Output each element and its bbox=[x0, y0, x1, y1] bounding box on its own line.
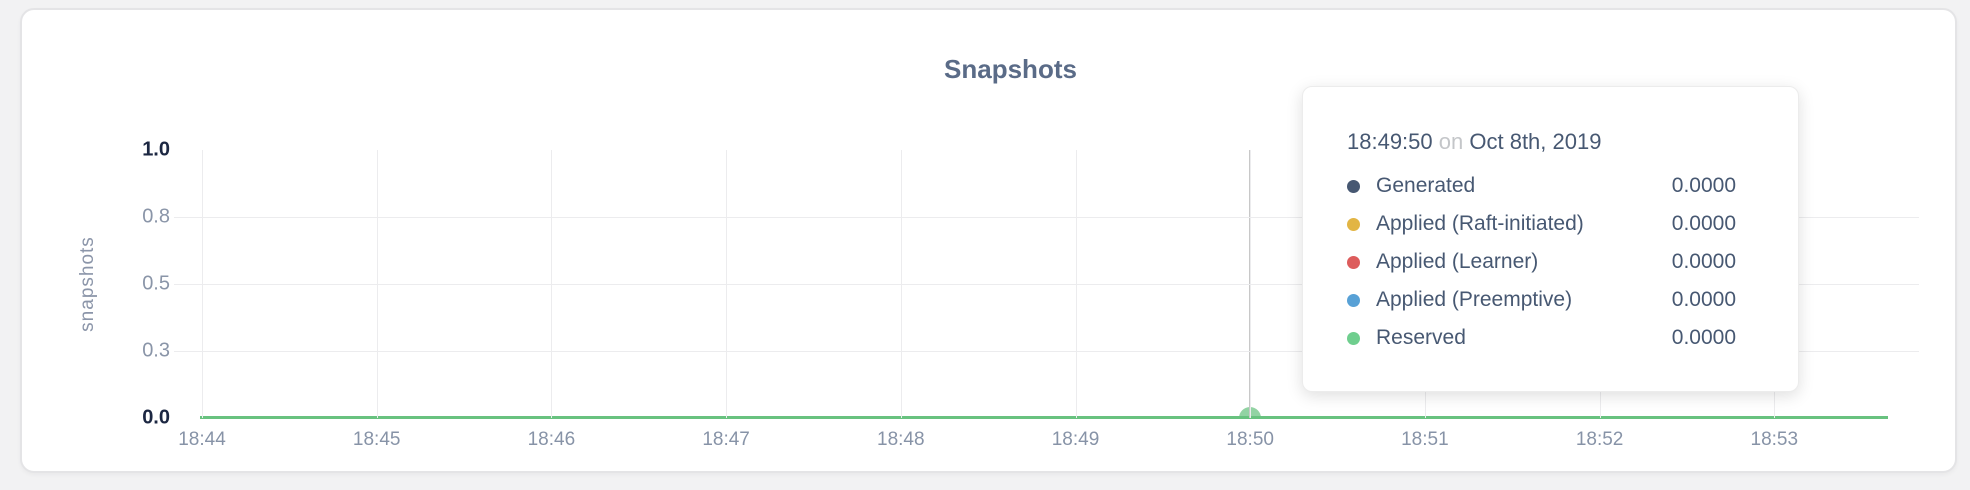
gridline-horizontal bbox=[174, 351, 1919, 352]
x-tick-label: 18:47 bbox=[702, 429, 750, 450]
tooltip-row: Applied (Raft-initiated) 0.0000 bbox=[1347, 205, 1736, 243]
tooltip-row: Applied (Preemptive) 0.0000 bbox=[1347, 281, 1736, 319]
tooltip-series-value: 0.0000 bbox=[1671, 250, 1736, 273]
tooltip-series-value: 0.0000 bbox=[1671, 212, 1736, 235]
x-tick-label: 18:51 bbox=[1401, 429, 1449, 450]
y-tick-label: 0.8 bbox=[142, 205, 170, 228]
series-color-dot bbox=[1347, 179, 1360, 193]
chart-card: Snapshots snapshots 18:44 18:45 18:46 18:47… bbox=[20, 8, 1957, 473]
y-tick-label: 0.5 bbox=[142, 272, 170, 295]
series-color-dot bbox=[1347, 331, 1360, 345]
tooltip-series-label: Applied (Raft-initiated) bbox=[1376, 212, 1584, 235]
series-color-dot bbox=[1347, 217, 1360, 231]
tooltip-date: Oct 8th, 2019 bbox=[1469, 129, 1602, 154]
series-color-dot bbox=[1347, 293, 1360, 307]
tooltip-series-label: Generated bbox=[1376, 174, 1476, 197]
series-line-reserved bbox=[200, 416, 1888, 419]
gridline-horizontal bbox=[174, 284, 1919, 285]
tooltip-series-value: 0.0000 bbox=[1671, 288, 1736, 311]
chart-tooltip: 18:49:50 on Oct 8th, 2019 Generated 0.000… bbox=[1302, 86, 1799, 392]
chart-title: Snapshots bbox=[944, 54, 1077, 84]
tooltip-row: Applied (Learner) 0.0000 bbox=[1347, 243, 1736, 281]
x-tick-label: 18:49 bbox=[1051, 429, 1100, 450]
tooltip-series-list: Generated 0.0000 Applied (Raft-initiated) 0… bbox=[1347, 167, 1736, 357]
tooltip-series-value: 0.0000 bbox=[1671, 174, 1736, 197]
x-tick-label: 18:46 bbox=[527, 429, 576, 450]
tooltip-series-label: Reserved bbox=[1376, 326, 1466, 349]
tooltip-series-value: 0.0000 bbox=[1671, 326, 1736, 349]
gridline-horizontal bbox=[174, 217, 1919, 218]
tooltip-row: Reserved 0.0000 bbox=[1347, 319, 1736, 357]
tooltip-time: 18:49:50 bbox=[1347, 129, 1433, 154]
y-tick-label: 0.0 bbox=[142, 406, 170, 429]
tooltip-series-label: Applied (Preemptive) bbox=[1376, 288, 1573, 311]
y-tick-label: 0.3 bbox=[142, 339, 170, 362]
tooltip-series-label: Applied (Learner) bbox=[1376, 250, 1539, 273]
y-tick-label: 1.0 bbox=[142, 138, 170, 161]
series-color-dot bbox=[1347, 255, 1360, 269]
x-tick-label: 18:53 bbox=[1750, 429, 1799, 450]
tooltip-connector: on bbox=[1438, 129, 1464, 154]
x-tick-label: 18:48 bbox=[877, 429, 925, 450]
x-tick-label: 18:50 bbox=[1226, 429, 1274, 450]
tooltip-row: Generated 0.0000 bbox=[1347, 167, 1736, 205]
x-tick-label: 18:45 bbox=[352, 429, 401, 450]
x-tick-label: 18:44 bbox=[178, 429, 226, 450]
tooltip-timestamp: 18:49:50 on Oct 8th, 2019 bbox=[1347, 127, 1736, 157]
x-tick-label: 18:52 bbox=[1575, 429, 1624, 450]
